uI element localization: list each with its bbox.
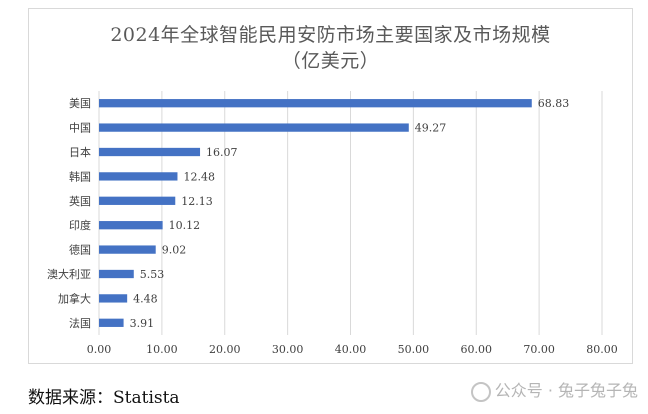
bar (99, 245, 156, 254)
category-label: 加拿大 (58, 291, 91, 305)
bar-chart: 0.00 10.00 20.00 30.00 40.00 50.00 60.00 70.00 8… (47, 91, 618, 356)
watermark-text: 公众号 · 兔子兔子兔 (494, 381, 638, 400)
x-tick-label: 40.00 (335, 343, 367, 356)
chart-title: 2024年全球智能民用安防市场主要国家及市场规模 (110, 24, 551, 46)
watermark: 公众号 · 兔子兔子兔 (470, 377, 638, 402)
data-label: 9.02 (162, 244, 187, 257)
data-label: 68.83 (538, 97, 570, 110)
source-note: 数据来源：Statista (28, 388, 180, 408)
data-label: 10.12 (169, 219, 201, 232)
category-label: 英国 (69, 194, 91, 208)
bar (99, 294, 128, 303)
x-tick-label: 70.00 (523, 343, 555, 356)
category-label: 澳大利亚 (47, 267, 91, 281)
category-label: 韩国 (69, 169, 91, 183)
chart-frame: 0.00 10.00 20.00 30.00 40.00 50.00 60.00 70.00 8… (28, 8, 633, 364)
data-label: 16.07 (206, 146, 238, 159)
x-tick-label: 30.00 (272, 343, 304, 356)
data-label: 5.53 (140, 268, 165, 281)
category-label: 德国 (69, 243, 91, 257)
category-label: 印度 (69, 218, 91, 232)
x-tick-label: 20.00 (209, 343, 241, 356)
category-label: 法国 (69, 316, 91, 330)
x-tick-label: 80.00 (586, 343, 618, 356)
bar (99, 147, 201, 157)
x-tick-label: 0.00 (87, 343, 112, 356)
chart-subtitle: （亿美元） (281, 50, 380, 72)
data-label: 12.48 (183, 170, 215, 183)
bar (99, 123, 409, 132)
bar (99, 269, 134, 279)
data-label: 4.48 (133, 292, 158, 305)
category-label: 美国 (69, 97, 91, 110)
bar (99, 172, 178, 181)
data-label: 49.27 (415, 122, 447, 135)
bar (99, 221, 163, 230)
x-tick-label: 60.00 (461, 343, 493, 356)
wechat-logo-icon (470, 381, 491, 402)
bar (99, 99, 532, 108)
category-label: 中国 (69, 122, 91, 135)
data-label: 12.13 (181, 195, 213, 208)
bar (99, 318, 124, 327)
x-tick-label: 10.00 (146, 343, 178, 356)
bar (99, 196, 176, 205)
category-label: 日本 (69, 145, 91, 159)
x-tick-label: 50.00 (398, 343, 430, 356)
data-label: 3.91 (130, 317, 155, 330)
